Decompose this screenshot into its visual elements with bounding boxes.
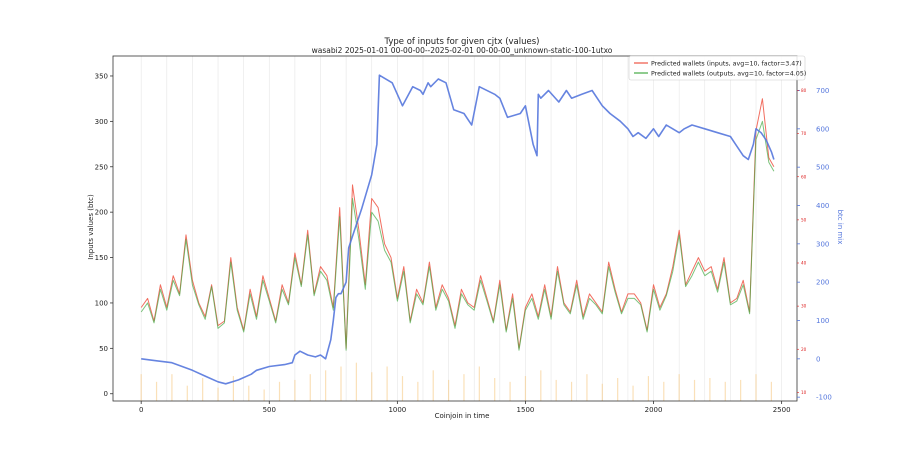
plot-frame	[112, 55, 798, 402]
y3-tick-label: 20	[801, 347, 807, 352]
y-tick-label: 200	[95, 209, 108, 217]
y2-tick-label: 500	[816, 164, 829, 172]
series-btc-in-mix-line	[141, 74, 775, 385]
y3-tick-label: 40	[801, 261, 807, 266]
legend: Predicted wallets (inputs, avg=10, facto…	[628, 55, 806, 81]
y-axis-label: Inputs values (btc)	[87, 194, 95, 260]
y-tick-label: 100	[95, 299, 108, 307]
x-tick-label: 2000	[645, 406, 663, 414]
x-tick-label: 2500	[773, 406, 791, 414]
y3-tick-label: 30	[801, 304, 807, 309]
series-inputs-line	[140, 98, 775, 349]
background-bars	[140, 362, 772, 401]
x-axis-label: Coinjoin in time	[435, 412, 490, 420]
y-tick-label: 350	[95, 72, 108, 80]
legend-box	[628, 55, 806, 81]
y3-tick-label: 80	[801, 88, 807, 93]
y2-tick-label: 200	[816, 279, 829, 287]
series-outputs-line	[140, 120, 775, 351]
y2-tick-label: 700	[816, 87, 829, 95]
x-tick-label: 0	[139, 406, 143, 414]
y3-tick-label: 50	[801, 217, 807, 222]
y3-tick-label: 60	[801, 174, 807, 179]
legend-label-inputs: Predicted wallets (inputs, avg=10, facto…	[651, 61, 802, 68]
x-tick-label: 1500	[517, 406, 535, 414]
y3-axis-ticks: 10 20 30 40 50 60 70 80	[797, 88, 807, 395]
y3-tick-label: 70	[801, 131, 807, 136]
y-tick-label: 0	[104, 390, 108, 398]
x-tick-label: 500	[263, 406, 276, 414]
y2-tick-label: 600	[816, 125, 829, 133]
y2-axis-ticks: -100 0 100 200 300 400 500 600 700	[797, 87, 832, 402]
y2-tick-label: -100	[816, 394, 832, 402]
y-tick-label: 50	[99, 345, 108, 353]
legend-label-outputs: Predicted wallets (outputs, avg=10, fact…	[651, 71, 806, 78]
y2-tick-label: 100	[816, 317, 829, 325]
y2-axis-label: btc in mix	[836, 210, 844, 245]
y-tick-label: 150	[95, 254, 108, 262]
series-layer	[140, 74, 775, 385]
x-axis-ticks: 0 500 1000 1500 2000 2500	[139, 401, 791, 414]
y-axis-ticks: 0 50 100 150 200 250 300 350	[95, 72, 113, 398]
y2-tick-label: 300	[816, 240, 829, 248]
y-tick-label: 250	[95, 163, 108, 171]
y3-tick-label: 10	[801, 390, 807, 395]
grid-lines	[140, 56, 782, 401]
y2-tick-label: 0	[816, 355, 820, 363]
chart-title: Type of inputs for given cjtx (values)	[384, 37, 540, 47]
x-tick-label: 1000	[388, 406, 406, 414]
y-tick-label: 300	[95, 118, 108, 126]
y2-tick-label: 400	[816, 202, 829, 210]
chart-subtitle: wasabi2 2025-01-01 00-00-00--2025-02-01 …	[312, 46, 613, 55]
